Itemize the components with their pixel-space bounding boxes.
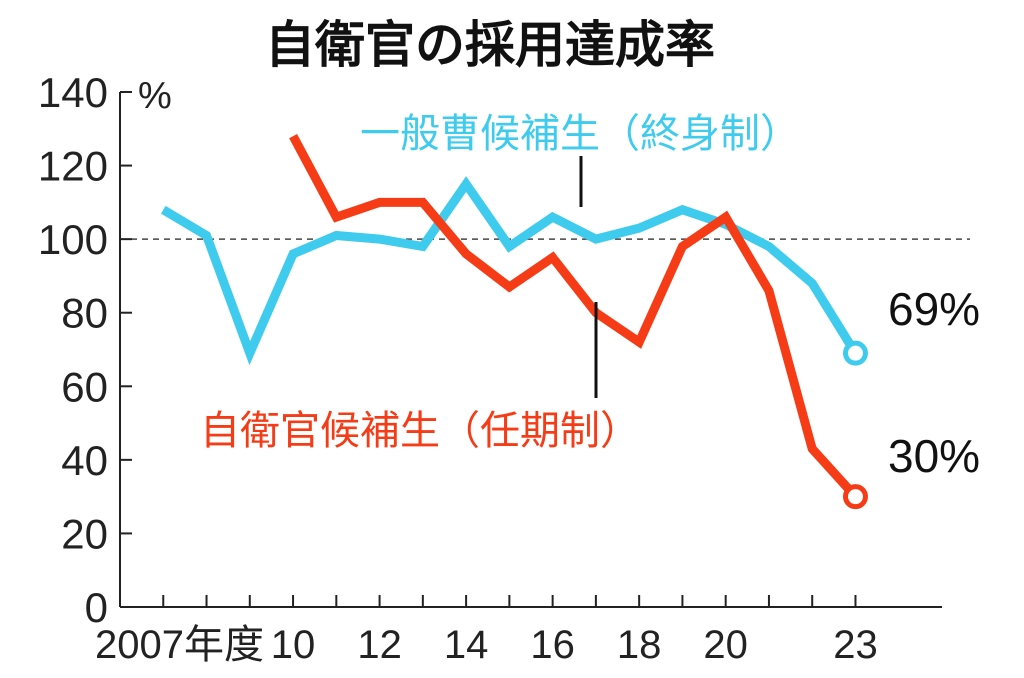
chart-title: 自衛官の採用達成率 — [265, 16, 715, 74]
y-tick-label: 0 — [85, 584, 108, 631]
series-layer — [160, 133, 868, 510]
end-label-general: 69% — [888, 283, 980, 335]
x-tick-label: 2007年度 — [95, 623, 264, 667]
series-line-1 — [289, 133, 859, 500]
y-tick-label: 60 — [61, 363, 108, 410]
end-label-fixed-term: 30% — [888, 430, 980, 482]
series-endpoint-1 — [842, 484, 868, 510]
series-endpoint-0 — [842, 340, 868, 366]
labels-layer: 一般曹候補生（終身制） 自衛官候補生（任期制） 69% 30% — [200, 111, 980, 482]
x-tick-label: 16 — [530, 623, 575, 667]
y-tick-label: 120 — [38, 143, 108, 190]
y-tick-label: 140 — [38, 69, 108, 116]
axes — [119, 92, 970, 608]
y-tick-label: 100 — [38, 216, 108, 263]
x-tick-label: 12 — [357, 623, 402, 667]
x-tick-label: 10 — [271, 623, 316, 667]
y-tick-label: 20 — [61, 510, 108, 557]
x-tick-label: 18 — [617, 623, 662, 667]
y-tick-label: 80 — [61, 290, 108, 337]
y-axis-unit: % — [138, 75, 172, 117]
x-ticks: 2007年度 10 12 14 16 18 20 23 — [95, 595, 878, 667]
x-tick-label: 14 — [444, 623, 489, 667]
y-ticks: 0 20 40 60 80 100 120 140 — [38, 69, 132, 631]
x-tick-label: 23 — [833, 623, 878, 667]
series-label-fixed-term: 自衛官候補生（任期制） — [200, 408, 640, 454]
series-label-general: 一般曹候補生（終身制） — [360, 111, 800, 157]
series-line-0 — [160, 176, 860, 366]
x-tick-label: 20 — [703, 623, 748, 667]
y-tick-label: 40 — [61, 437, 108, 484]
